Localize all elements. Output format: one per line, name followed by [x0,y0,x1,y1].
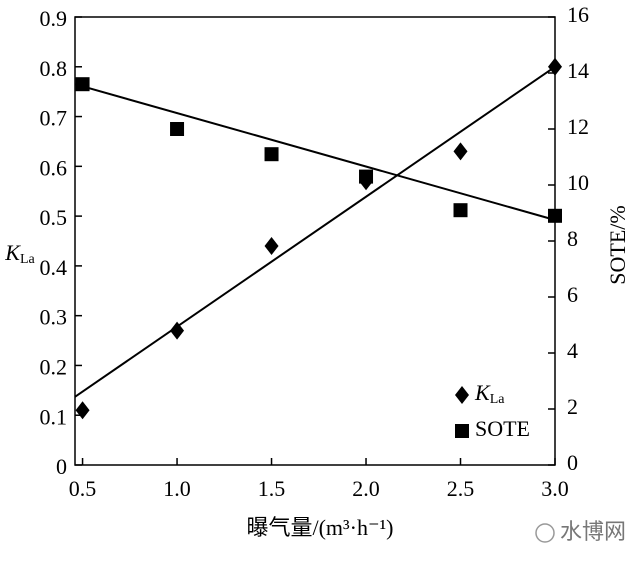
y-label-symbol: K [4,240,21,265]
square-marker [170,122,185,136]
y-tick-label: 0.6 [40,155,68,180]
x-tick-label: 2.5 [447,476,475,501]
y-tick-label: 0.5 [40,205,68,230]
y-tick-label: 0 [56,454,67,479]
y2-tick-label: 16 [567,2,589,27]
watermark-text: 水博网 [560,520,626,545]
legend-marker [455,424,469,438]
trend-line [74,65,556,398]
x-axis-label: 曝气量/(m³·h⁻¹) [246,515,393,540]
legend-name: K [474,380,491,405]
x-tick-label: 2.0 [352,476,380,501]
y-axis-label: KLa [4,240,35,267]
x-tick-label: 1.5 [258,476,286,501]
y-tick-label: 0.3 [40,305,68,330]
y2-tick-label: 6 [567,282,578,307]
square-marker [75,77,90,92]
diamond-marker [75,401,90,420]
diamond-marker [548,57,562,76]
y-tick-label: 0.9 [40,6,68,31]
legend-label: SOTE [475,416,530,441]
y-tick-label: 0.1 [40,404,68,429]
x-tick-label: 0.5 [69,476,97,501]
y-tick-label: 0.8 [40,56,68,81]
legend-subscript: La [490,392,506,407]
trend-line [74,83,556,221]
y2-axis-label: SOTE/% [605,205,630,284]
diamond-marker [170,321,185,340]
y2-tick-label: 12 [567,114,589,139]
y2-tick-label: 2 [567,394,578,419]
square-marker [548,208,562,223]
y2-tick-label: 14 [567,58,589,83]
diamond-marker [453,142,468,161]
legend-marker [455,386,469,404]
diamond-marker [264,236,279,255]
y-tick-label: 0.4 [40,255,68,280]
x-tick-label: 1.0 [163,476,191,501]
y2-tick-label: 4 [567,338,578,363]
square-marker [359,169,374,184]
y2-tick-label: 10 [567,170,589,195]
square-marker [264,147,279,162]
y-label-subscript: La [20,252,36,267]
x-tick-label: 3.0 [541,476,569,501]
y-tick-label: 0.7 [40,106,68,131]
legend-name: SOTE [475,416,530,441]
y2-tick-label: 0 [567,450,578,475]
square-marker [453,203,468,218]
y-tick-label: 0.2 [40,354,68,379]
legend-label: KLa [474,380,505,407]
watermark: 水博网 [535,520,626,545]
y2-tick-label: 8 [567,226,578,251]
watermark-icon [535,523,555,543]
